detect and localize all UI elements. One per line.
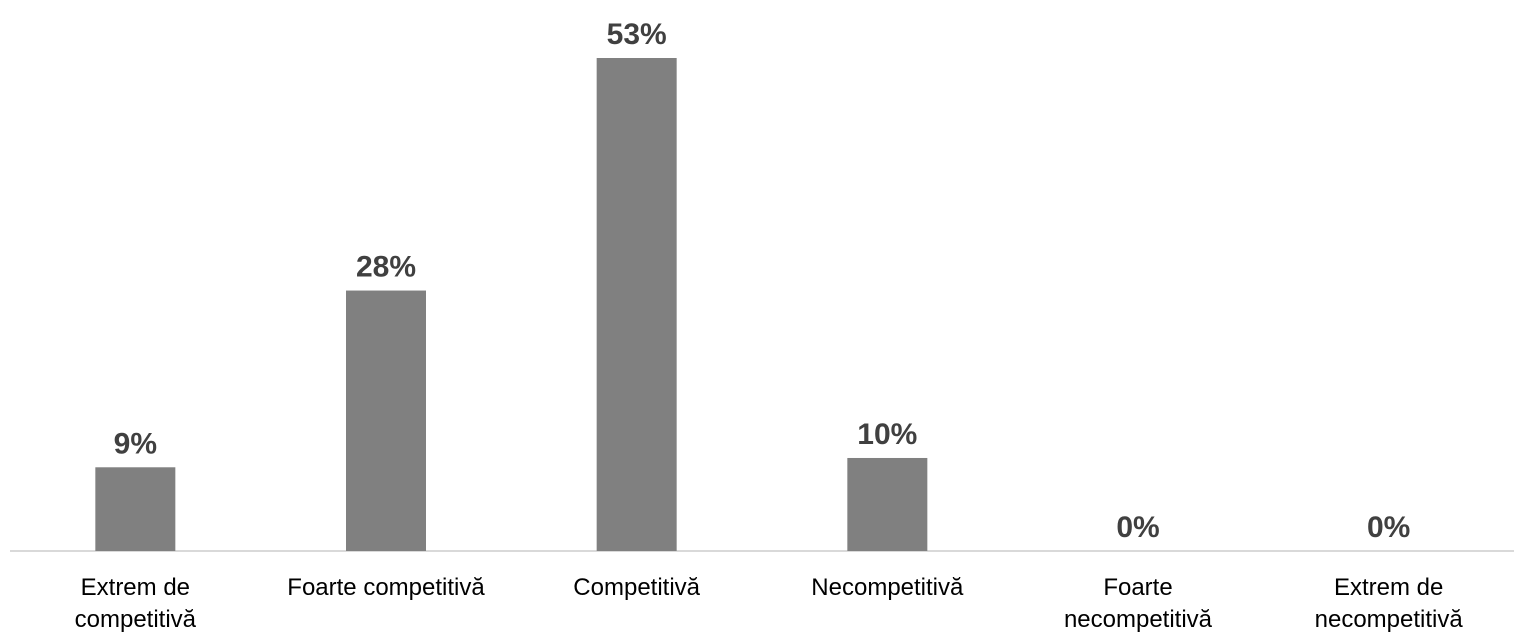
category-label: Competitivă: [573, 574, 700, 601]
category-label: Extrem de competitivă: [75, 574, 197, 633]
value-labels-layer: 9% 28% 53% 10% 0% 0%: [114, 18, 1411, 544]
category-label-line: Extrem de: [1334, 574, 1443, 601]
category-label-line: Necompetitivă: [811, 574, 964, 601]
category-label-line: necompetitivă: [1064, 606, 1213, 633]
category-label-line: Foarte competitivă: [287, 574, 485, 601]
data-label: 10%: [857, 418, 917, 451]
bar: [596, 58, 677, 551]
category-label: Foarte competitivă: [287, 574, 485, 601]
bar: [847, 457, 928, 551]
bar: [346, 290, 426, 551]
category-label-line: competitivă: [75, 606, 197, 633]
data-label: 28%: [356, 251, 416, 284]
category-label-line: necompetitivă: [1315, 606, 1464, 633]
category-labels-layer: Extrem de competitivă Foarte competitivă Co…: [75, 574, 1464, 633]
data-label: 9%: [114, 427, 157, 460]
category-label-line: Foarte: [1103, 574, 1172, 601]
bars-layer: [95, 58, 928, 551]
category-label: Extrem de necompetitivă: [1315, 574, 1464, 633]
data-label: 53%: [607, 18, 667, 51]
data-label: 0%: [1116, 511, 1159, 544]
category-label: Foarte necompetitivă: [1064, 574, 1213, 633]
bar: [95, 467, 176, 551]
category-label-line: Competitivă: [573, 574, 700, 601]
category-label-line: Extrem de: [81, 574, 190, 601]
category-label: Necompetitivă: [811, 574, 964, 601]
data-label: 0%: [1367, 511, 1410, 544]
